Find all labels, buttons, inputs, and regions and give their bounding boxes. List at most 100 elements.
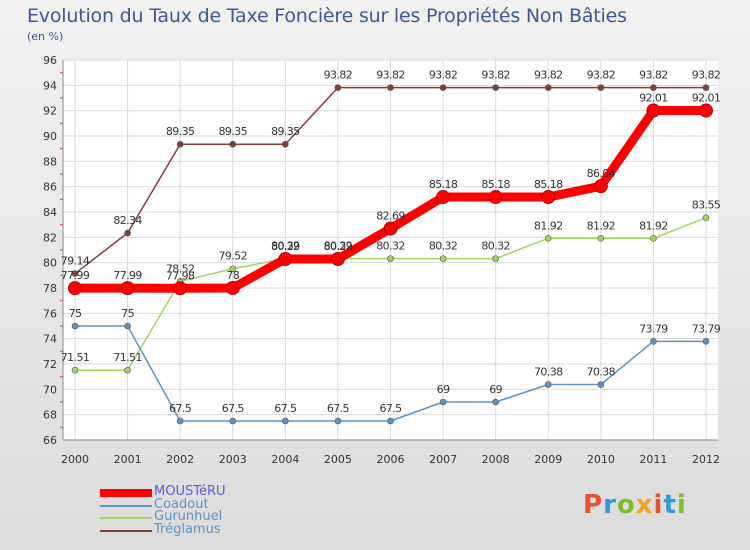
data-label: 89.35 [166, 125, 195, 138]
y-tick-label: 90 [43, 130, 57, 143]
data-label: 85.18 [534, 178, 563, 191]
data-point [173, 281, 188, 296]
y-tick-label: 72 [43, 358, 57, 371]
data-point [334, 417, 342, 425]
y-tick-label: 84 [43, 206, 57, 219]
data-point [124, 229, 131, 237]
data-label: 79.52 [219, 250, 248, 263]
y-tick-label: 86 [43, 181, 57, 194]
x-tick-label: 2011 [639, 453, 667, 466]
y-tick-label: 68 [43, 409, 57, 422]
data-label: 80.29 [324, 240, 353, 253]
logo-letter: P [583, 490, 604, 520]
data-label: 93.82 [587, 69, 616, 82]
data-point [702, 338, 710, 345]
x-tick-label: 2008 [482, 453, 510, 466]
data-point [439, 255, 447, 262]
data-label: 80.32 [324, 240, 353, 253]
data-point [176, 417, 184, 425]
data-point [544, 84, 552, 91]
logo-letter: i [653, 490, 664, 520]
x-tick-label: 2009 [534, 453, 562, 466]
data-point [68, 281, 82, 296]
x-tick-label: 2005 [324, 453, 352, 466]
y-tick-label: 74 [43, 333, 57, 346]
data-point [439, 84, 447, 91]
data-label: 89.35 [271, 125, 300, 138]
data-label: 78.52 [166, 262, 195, 275]
data-label: 79.14 [61, 255, 90, 268]
data-label: 93.82 [429, 69, 458, 82]
data-point [176, 140, 184, 148]
data-point [702, 84, 710, 91]
data-label: 86.04 [587, 167, 616, 180]
data-point [597, 84, 605, 91]
data-point [492, 398, 499, 406]
data-label: 77.98 [166, 269, 195, 282]
data-label: 70.38 [587, 366, 616, 379]
data-label: 67.5 [274, 402, 297, 415]
legend-label-mousteru: MOUSTéRU [154, 484, 226, 499]
data-point [650, 84, 657, 91]
data-label: 85.18 [429, 178, 458, 191]
x-tick-label: 2006 [377, 453, 405, 466]
x-tick-label: 2010 [587, 453, 615, 466]
data-label: 75 [69, 307, 82, 320]
data-point [593, 179, 608, 194]
data-point [71, 322, 79, 330]
data-label: 93.82 [639, 69, 668, 82]
data-point [650, 235, 657, 242]
data-label: 71.51 [61, 351, 90, 364]
data-point [225, 281, 240, 295]
data-label: 89.35 [219, 125, 248, 138]
y-tick-label: 82 [43, 231, 57, 244]
data-label: 80.32 [271, 240, 300, 253]
data-label: 80.32 [376, 240, 405, 253]
data-point [282, 140, 289, 148]
data-label: 82.34 [113, 214, 142, 227]
y-tick-label: 94 [43, 79, 57, 92]
data-label: 80.29 [271, 240, 300, 253]
data-point [436, 190, 451, 205]
x-tick-label: 2001 [114, 453, 142, 466]
data-label: 93.82 [376, 69, 405, 82]
data-label: 81.92 [587, 219, 616, 232]
chart-title: Evolution du Taux de Taxe Foncière sur l… [27, 5, 627, 27]
data-point [124, 366, 131, 374]
x-tick-label: 2003 [219, 453, 247, 466]
data-label: 70.38 [534, 366, 563, 379]
legend-label-treglamus: Tréglamus [154, 521, 221, 537]
logo-letter: x [635, 490, 654, 520]
data-label: 69 [489, 383, 502, 396]
data-label: 93.82 [692, 69, 721, 82]
data-label: 77.99 [113, 269, 142, 282]
data-label: 92.01 [639, 92, 668, 105]
legend-swatch-coadout [100, 504, 152, 507]
data-point [330, 251, 345, 266]
legend-swatch-gurunhuel [100, 517, 152, 519]
data-point [650, 338, 657, 345]
data-label: 93.82 [324, 69, 353, 82]
data-label: 73.79 [692, 322, 721, 335]
data-point [544, 381, 552, 388]
y-tick-label: 78 [43, 282, 57, 295]
data-label: 81.92 [639, 219, 668, 232]
data-label: 80.32 [481, 240, 510, 253]
y-tick-label: 92 [43, 105, 57, 118]
data-point [439, 398, 447, 406]
data-label: 93.82 [481, 69, 510, 82]
data-label: 81.92 [534, 219, 563, 232]
data-point [597, 381, 605, 388]
data-point [120, 281, 135, 296]
data-point [597, 235, 605, 242]
logo-letter: r [603, 490, 617, 520]
data-label: 73.79 [639, 322, 668, 335]
data-label: 67.5 [169, 402, 192, 415]
data-label: 93.82 [534, 69, 563, 82]
data-point [646, 103, 661, 118]
data-point [387, 417, 394, 425]
data-point [387, 84, 394, 91]
data-point [383, 221, 398, 236]
data-point [124, 322, 131, 330]
data-point [71, 366, 79, 374]
